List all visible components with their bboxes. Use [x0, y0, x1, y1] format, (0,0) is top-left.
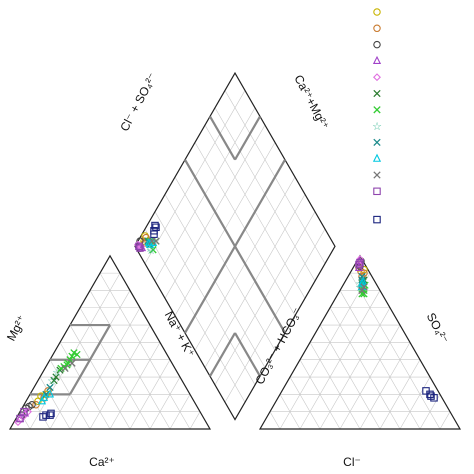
cation-point — [46, 383, 54, 392]
legend-marker: ☆ — [372, 121, 382, 133]
diamond-left-axis-label: Cl⁻ + SO₄²⁻ — [117, 71, 159, 134]
diamond-zone-line — [209, 332, 236, 377]
anion-gridline — [309, 342, 361, 430]
diamond-point — [145, 239, 155, 248]
legend-marker — [373, 187, 381, 196]
cation-point — [61, 364, 69, 373]
anion-gridline — [329, 307, 401, 430]
cation-gridline — [59, 342, 111, 430]
cation-point — [16, 414, 24, 423]
cation-gridline — [189, 411, 201, 430]
anion-point — [422, 387, 430, 395]
diamond-point — [152, 223, 160, 232]
diamond-outline — [134, 71, 336, 421]
cation-gridline — [169, 394, 191, 430]
anion-point — [357, 278, 367, 287]
anion-right-axis-label: SO₄²⁻ — [424, 310, 452, 345]
anion-gridline — [269, 411, 281, 430]
cation-triangle-outline — [8, 254, 212, 430]
anion-gridline — [279, 394, 301, 430]
cation-gridline — [149, 376, 181, 430]
anion-gridline — [349, 272, 441, 430]
anion-gridline — [319, 307, 391, 430]
cation-zone-line — [69, 324, 111, 395]
diamond-right-axis-label: Ca²⁺+Mg²⁺ — [291, 72, 331, 131]
legend-marker — [372, 153, 382, 162]
anion-point — [358, 286, 366, 295]
legend-marker — [373, 106, 381, 114]
cation-point — [52, 373, 60, 381]
cation-point — [46, 411, 54, 419]
legend-marker — [373, 8, 381, 16]
diagram-frames — [8, 71, 462, 430]
diamond-point — [135, 242, 143, 251]
cation-point — [70, 349, 78, 357]
anion-gridline — [439, 411, 451, 430]
cation-point — [45, 389, 55, 398]
cation-point: ☆ — [47, 376, 57, 388]
cation-point — [68, 352, 76, 360]
cation-point — [39, 413, 47, 421]
cation-point — [39, 392, 49, 401]
anion-bottom-axis-label: Cl⁻ — [343, 455, 361, 469]
legend-marker — [373, 138, 381, 147]
anion-point — [360, 283, 368, 291]
cation-point — [68, 359, 76, 367]
diamond-point: ☆ — [146, 245, 156, 257]
anion-left-axis-label: CO₃²⁻ + HCO₃⁻ — [252, 305, 304, 386]
anion-gridline — [379, 359, 421, 430]
legend-marker — [373, 40, 381, 49]
cation-gridline — [39, 376, 71, 430]
cation-gridline — [99, 272, 191, 430]
anion-triangle-outline — [258, 254, 462, 430]
cation-point — [32, 401, 40, 409]
legend-marker — [372, 55, 382, 65]
cation-point — [50, 376, 58, 385]
anion-gridline — [289, 376, 321, 430]
diamond-zone-line — [209, 115, 236, 161]
diamond-zone-line — [234, 332, 261, 377]
anion-point — [355, 260, 363, 269]
cation-point: ☆ — [52, 367, 62, 379]
cation-point — [20, 407, 28, 416]
cation-point — [63, 361, 71, 369]
cation-gridline — [69, 307, 141, 430]
cation-point — [47, 409, 55, 418]
cation-gridline — [29, 394, 51, 430]
diamond-zone-line — [184, 159, 286, 334]
cation-left-axis-label: Mg²⁺ — [4, 313, 29, 343]
cation-gridline — [109, 342, 161, 430]
data-points: ☆☆☆☆☆☆☆ — [14, 8, 438, 427]
cation-point — [66, 356, 74, 364]
diamond-point — [136, 244, 144, 252]
legend-marker — [373, 171, 381, 179]
anion-gridline — [359, 342, 411, 430]
anion-point — [356, 258, 364, 267]
legend-marker — [373, 73, 381, 82]
diamond-point — [152, 237, 160, 245]
cation-right-axis-label: Na⁺ + K⁺ — [162, 309, 198, 359]
cation-point — [14, 418, 22, 427]
axis-labels: Ca²⁺ Cl⁻ Mg²⁺ Na⁺ + K⁺ CO₃²⁻ + HCO₃⁻ SO₄… — [4, 71, 451, 469]
cation-point — [24, 407, 32, 416]
anion-gridline — [279, 272, 371, 430]
anion-gridline — [399, 376, 431, 430]
legend-marker — [373, 89, 381, 98]
cation-bottom-axis-label: Ca²⁺ — [89, 455, 115, 469]
diamond-point — [151, 221, 159, 230]
diamond-zone-line — [234, 115, 261, 161]
cation-gridline — [129, 359, 171, 430]
anion-point — [427, 392, 435, 400]
cation-gridline — [79, 307, 151, 430]
legend-marker — [373, 215, 381, 224]
diamond-point: ☆ — [145, 243, 155, 255]
anion-gridline — [299, 359, 341, 430]
legend-marker — [373, 24, 381, 33]
